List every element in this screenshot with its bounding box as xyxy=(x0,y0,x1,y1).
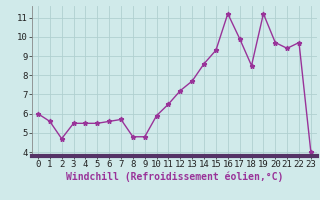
X-axis label: Windchill (Refroidissement éolien,°C): Windchill (Refroidissement éolien,°C) xyxy=(66,172,283,182)
